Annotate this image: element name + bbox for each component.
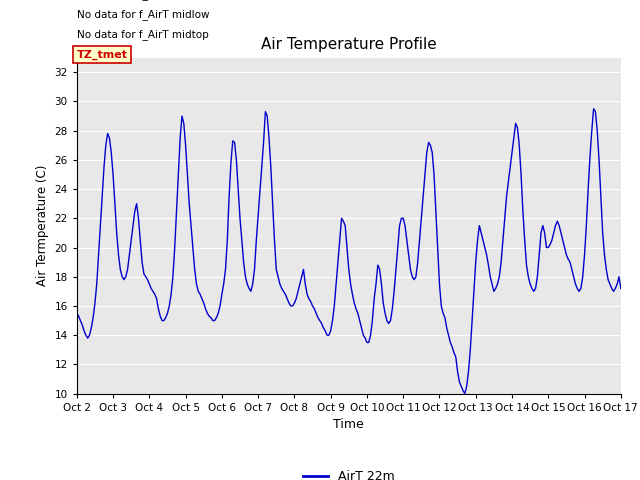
Text: No data for f_AirT midlow: No data for f_AirT midlow — [77, 9, 209, 20]
Title: Air Temperature Profile: Air Temperature Profile — [261, 37, 436, 52]
X-axis label: Time: Time — [333, 418, 364, 431]
Y-axis label: Air Termperature (C): Air Termperature (C) — [36, 165, 49, 286]
Text: No data for f_AirT midtop: No data for f_AirT midtop — [77, 29, 209, 40]
Legend: AirT 22m: AirT 22m — [298, 465, 399, 480]
Text: TZ_tmet: TZ_tmet — [77, 49, 128, 60]
